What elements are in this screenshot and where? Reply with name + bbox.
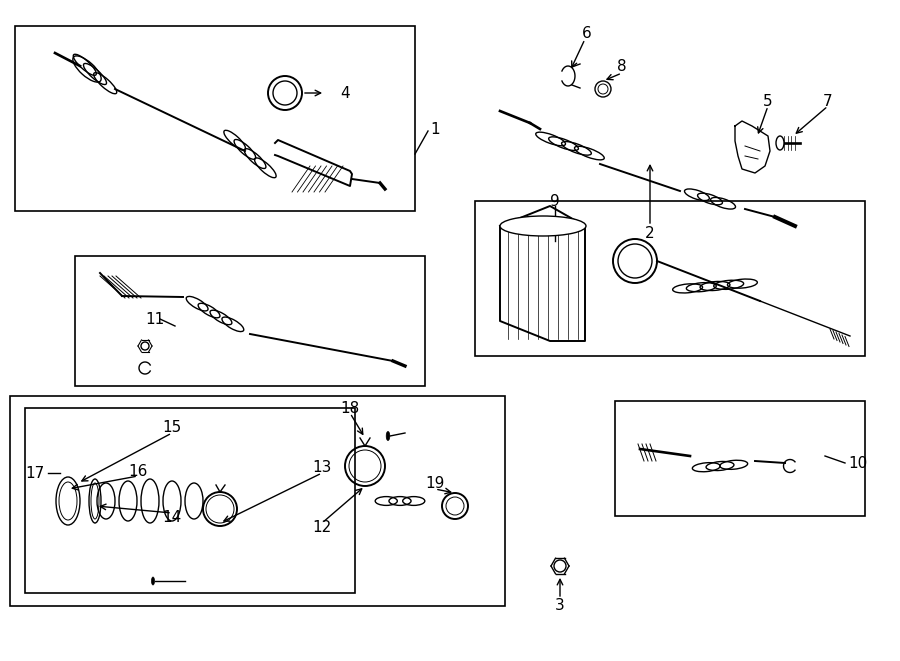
Ellipse shape [386,432,390,440]
Bar [15,26,415,211]
Ellipse shape [500,216,586,236]
Ellipse shape [776,136,784,150]
Polygon shape [275,140,352,186]
Text: 7: 7 [824,93,832,108]
Bar [615,401,865,516]
Text: 9: 9 [550,194,560,208]
Text: 4: 4 [340,85,349,100]
Text: 12: 12 [312,520,331,535]
Text: 19: 19 [426,477,445,492]
Text: 13: 13 [312,461,332,475]
Text: 1: 1 [430,122,440,137]
Text: 6: 6 [582,26,592,40]
Text: 18: 18 [340,401,360,416]
Ellipse shape [151,577,155,585]
Bar [475,201,865,356]
Bar [10,396,505,606]
Text: 3: 3 [555,598,565,613]
Text: 14: 14 [162,510,182,524]
Text: 2: 2 [645,225,655,241]
Text: 5: 5 [763,93,773,108]
Text: 8: 8 [617,59,626,73]
Text: 16: 16 [129,463,148,479]
Text: 17: 17 [25,465,45,481]
Text: 11: 11 [146,311,165,327]
Bar [25,408,355,593]
Bar [75,256,425,386]
Polygon shape [500,206,585,341]
Text: 10: 10 [848,455,868,471]
Text: 15: 15 [162,420,182,436]
